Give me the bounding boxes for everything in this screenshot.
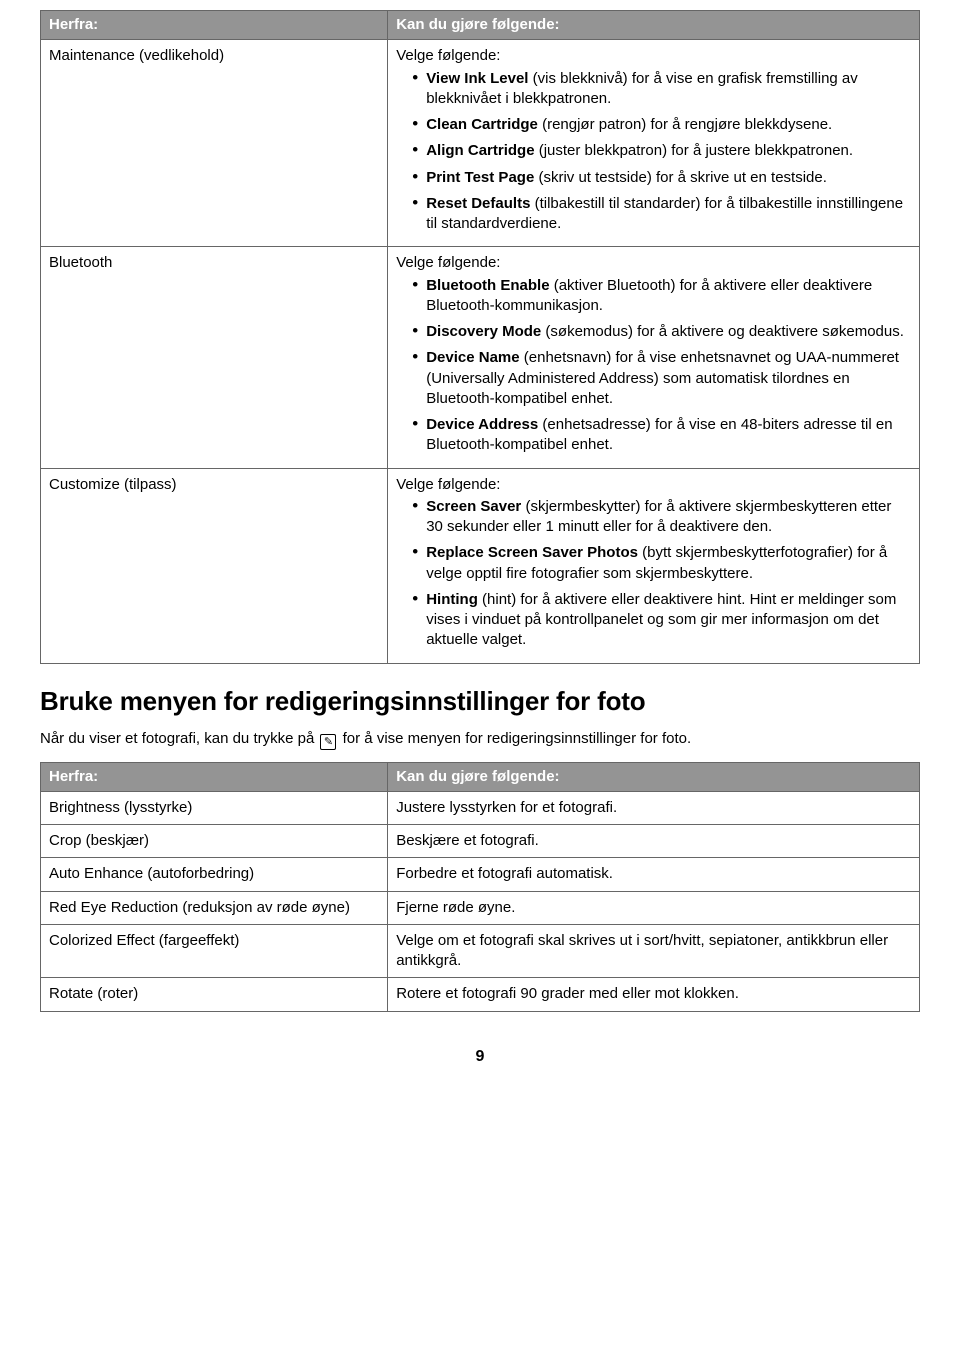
list-item: Reset Defaults (tilbakestill til standar… (412, 194, 911, 235)
table-row: Maintenance (vedlikehold)Velge følgende:… (41, 40, 920, 247)
table-row: Rotate (roter)Rotere et fotografi 90 gra… (41, 978, 920, 1011)
row-value: Rotere et fotografi 90 grader med eller … (388, 978, 920, 1011)
table-row: Colorized Effect (fargeeffekt)Velge om e… (41, 924, 920, 978)
list-item: Clean Cartridge (rengjør patron) for å r… (412, 115, 911, 135)
row-value: Beskjære et fotografi. (388, 825, 920, 858)
item-desc: (hint) for å aktivere eller deaktivere h… (426, 591, 896, 649)
bullet-list: View Ink Level (vis blekknivå) for å vis… (396, 69, 911, 235)
row-label: Red Eye Reduction (reduksjon av røde øyn… (41, 891, 388, 924)
row-content: Velge følgende: Bluetooth Enable (aktiver… (388, 247, 920, 468)
row-label: Customize (tilpass) (41, 468, 388, 663)
item-term: Device Name (426, 349, 519, 366)
row-label: Brightness (lysstyrke) (41, 791, 388, 824)
item-desc: (rengjør patron) for å rengjøre blekkdys… (538, 116, 832, 133)
intro-post: for å vise menyen for redigeringsinnstil… (338, 730, 691, 747)
row-lead: Velge følgende: (396, 46, 911, 66)
item-term: Reset Defaults (426, 195, 530, 212)
bullet-list: Bluetooth Enable (aktiver Bluetooth) for… (396, 276, 911, 456)
page-number: 9 (40, 1046, 920, 1068)
table-row: Auto Enhance (autoforbedring)Forbedre et… (41, 858, 920, 891)
item-term: View Ink Level (426, 70, 528, 87)
item-desc: (juster blekkpatron) for å justere blekk… (535, 142, 854, 159)
main-options-table: Herfra: Kan du gjøre følgende: Maintenan… (40, 10, 920, 664)
intro-pre: Når du viser et fotografi, kan du trykke… (40, 730, 318, 747)
section-heading: Bruke menyen for redigeringsinnstillinge… (40, 684, 920, 719)
edit-icon: ✎ (320, 734, 336, 750)
item-term: Clean Cartridge (426, 116, 538, 133)
row-content: Velge følgende:Screen Saver (skjermbesky… (388, 468, 920, 663)
list-item: Discovery Mode (søkemodus) for å aktiver… (412, 322, 911, 342)
intro-paragraph: Når du viser et fotografi, kan du trykke… (40, 729, 920, 750)
row-label: Auto Enhance (autoforbedring) (41, 858, 388, 891)
list-item: Device Name (enhetsnavn) for å vise enhe… (412, 348, 911, 409)
row-label: Colorized Effect (fargeeffekt) (41, 924, 388, 978)
t1-header-right: Kan du gjøre følgende: (388, 11, 920, 40)
row-value: Fjerne røde øyne. (388, 891, 920, 924)
row-label: Bluetooth (41, 247, 388, 468)
table-row: Brightness (lysstyrke)Justere lysstyrken… (41, 791, 920, 824)
bullet-list: Screen Saver (skjermbeskytter) for å akt… (396, 497, 911, 651)
list-item: Replace Screen Saver Photos (bytt skjerm… (412, 543, 911, 584)
item-term: Replace Screen Saver Photos (426, 544, 638, 561)
row-content: Velge følgende: View Ink Level (vis blekk… (388, 40, 920, 247)
list-item: View Ink Level (vis blekknivå) for å vis… (412, 69, 911, 110)
table-row: Customize (tilpass)Velge følgende:Screen… (41, 468, 920, 663)
item-term: Discovery Mode (426, 323, 541, 340)
row-value: Forbedre et fotografi automatisk. (388, 858, 920, 891)
table-row: Red Eye Reduction (reduksjon av røde øyn… (41, 891, 920, 924)
list-item: Bluetooth Enable (aktiver Bluetooth) for… (412, 276, 911, 317)
item-term: Device Address (426, 416, 538, 433)
t2-header-right: Kan du gjøre følgende: (388, 762, 920, 791)
row-value: Velge om et fotografi skal skrives ut i … (388, 924, 920, 978)
row-lead: Velge følgende: (396, 475, 911, 495)
item-term: Hinting (426, 591, 478, 608)
list-item: Screen Saver (skjermbeskytter) for å akt… (412, 497, 911, 538)
row-label: Rotate (roter) (41, 978, 388, 1011)
item-term: Screen Saver (426, 498, 521, 515)
item-term: Print Test Page (426, 169, 534, 186)
item-desc: (skriv ut testside) for å skrive ut en t… (534, 169, 827, 186)
row-label: Maintenance (vedlikehold) (41, 40, 388, 247)
item-desc: (søkemodus) for å aktivere og deaktivere… (541, 323, 904, 340)
row-value: Justere lysstyrken for et fotografi. (388, 791, 920, 824)
t1-header-left: Herfra: (41, 11, 388, 40)
item-term: Align Cartridge (426, 142, 534, 159)
photo-edit-table: Herfra: Kan du gjøre følgende: Brightnes… (40, 762, 920, 1012)
row-lead: Velge følgende: (396, 253, 911, 273)
list-item: Print Test Page (skriv ut testside) for … (412, 168, 911, 188)
list-item: Device Address (enhetsadresse) for å vis… (412, 415, 911, 456)
t2-header-left: Herfra: (41, 762, 388, 791)
list-item: Align Cartridge (juster blekkpatron) for… (412, 141, 911, 161)
row-label: Crop (beskjær) (41, 825, 388, 858)
table-row: Crop (beskjær)Beskjære et fotografi. (41, 825, 920, 858)
item-term: Bluetooth Enable (426, 277, 549, 294)
list-item: Hinting (hint) for å aktivere eller deak… (412, 590, 911, 651)
table-row: Bluetooth Velge følgende: Bluetooth Enable… (41, 247, 920, 468)
